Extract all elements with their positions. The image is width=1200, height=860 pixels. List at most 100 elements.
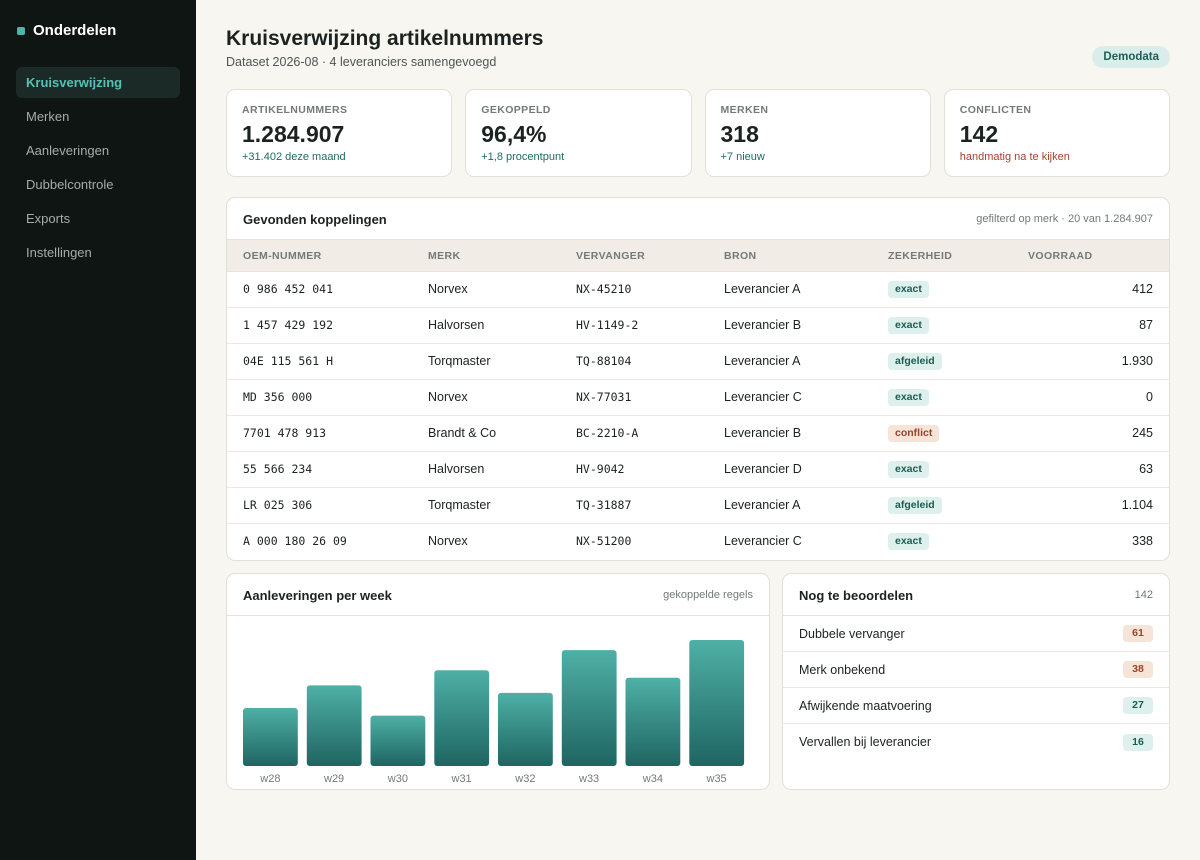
replacement-cell: NX-45210 — [576, 282, 632, 296]
review-queue-card: Nog te beoordelen 142 Dubbele vervanger 6… — [782, 573, 1170, 790]
table-row[interactable]: LR 025 306 Torqmaster TQ-31887 Leverancier … — [227, 488, 1169, 524]
replacement-cell: NX-51200 — [576, 534, 632, 548]
kpi-card-merken: MERKEN 318 +7 nieuw — [704, 89, 931, 177]
kpi-card-artikelnummers: ARTIKELNUMMERS 1.284.907 +31.402 deze ma… — [226, 89, 453, 177]
source-cell: Leverancier A — [724, 282, 801, 296]
brand-cell: Norvex — [428, 390, 468, 404]
column-header-vervanger[interactable]: VERVANGER — [576, 250, 646, 262]
column-header-zekerheid[interactable]: ZEKERHEID — [888, 250, 953, 262]
brand: Onderdelen — [17, 22, 116, 39]
sidebar-item-aanleveringen[interactable]: Aanleveringen — [26, 143, 110, 158]
bar-w28 — [243, 708, 298, 766]
review-item[interactable]: Afwijkende maatvoering 27 — [783, 688, 1169, 724]
review-item-label: Vervallen bij leverancier — [799, 735, 932, 749]
brand-cell: Halvorsen — [428, 462, 485, 476]
bar-w35 — [689, 640, 745, 766]
bar-w29 — [306, 685, 362, 766]
table-row[interactable]: MD 356 000 Norvex NX-77031 Leverancier C exa… — [227, 380, 1169, 416]
replacement-cell: NX-77031 — [576, 390, 632, 404]
card-title: Nog te beoordelen — [799, 588, 914, 603]
review-item[interactable]: Vervallen bij leverancier 16 — [783, 724, 1169, 760]
stock-cell: 87 — [1139, 318, 1153, 332]
x-tick-label: w31 — [451, 773, 472, 785]
kpi-delta: +7 nieuw — [720, 151, 765, 163]
brand-cell: Torqmaster — [428, 498, 491, 512]
review-item-count: 27 — [1123, 697, 1153, 714]
sidebar-item-kruisverwijzing[interactable]: Kruisverwijzing — [16, 67, 180, 98]
sidebar-item-merken[interactable]: Merken — [26, 109, 70, 124]
confidence-badge: exact — [888, 389, 929, 407]
oem-number-cell: MD 356 000 — [243, 390, 313, 404]
confidence-badge: afgeleid — [888, 353, 942, 371]
sidebar: Onderdelen Kruisverwijzing Merken Aanlev… — [0, 0, 196, 860]
kpi-value: 142 — [959, 121, 999, 147]
table-row[interactable]: 55 566 234 Halvorsen HV-9042 Leverancier D e… — [227, 452, 1169, 488]
sidebar-item-dubbelcontrole[interactable]: Dubbelcontrole — [26, 177, 114, 192]
confidence-cell: afgeleid — [888, 344, 1028, 379]
table-row[interactable]: A 000 180 26 09 Norvex NX-51200 Leverancier… — [227, 524, 1169, 560]
bar-w30 — [370, 715, 426, 766]
kpi-card-gekoppeld: GEKOPPELD 96,4% +1,8 procentpunt — [465, 89, 692, 177]
kpi-delta: +1,8 procentpunt — [481, 151, 565, 163]
column-header-bron[interactable]: BRON — [724, 250, 757, 262]
stock-cell: 412 — [1132, 282, 1153, 296]
stock-cell: 63 — [1139, 462, 1153, 476]
bar-chart: w28 w29 w30 w31 w32 w33 w34 w35 — [243, 640, 745, 785]
table-row[interactable]: 7701 478 913 Brandt & Co BC-2210-A Leveranc… — [227, 416, 1169, 452]
chart-metric-label: gekoppelde regels — [663, 589, 753, 601]
column-header-oem[interactable]: OEM-NUMMER — [243, 250, 322, 262]
oem-number-cell: 55 566 234 — [243, 462, 313, 476]
review-item-count: 16 — [1123, 733, 1153, 751]
bar-w32 — [498, 692, 553, 766]
card-title: Gevonden koppelingen — [243, 212, 387, 227]
kpi-value: 318 — [720, 121, 759, 147]
stock-cell: 245 — [1132, 426, 1153, 440]
column-header-merk[interactable]: MERK — [428, 250, 461, 262]
table-row[interactable]: 04E 115 561 H Torqmaster TQ-88104 Leveranci… — [227, 344, 1169, 380]
kpi-label: CONFLICTEN — [959, 104, 1032, 116]
kpi-card-conflicten: CONFLICTEN 142 handmatig na te kijken — [943, 89, 1170, 177]
card-title: Aanleveringen per week — [243, 588, 392, 603]
replacement-cell: TQ-31887 — [576, 498, 632, 512]
kpi-row: ARTIKELNUMMERS 1.284.907 +31.402 deze ma… — [226, 89, 1170, 177]
replacement-cell: TQ-88104 — [576, 354, 632, 368]
filter-summary: gefilterd op merk · 20 van 1.284.907 — [976, 213, 1153, 225]
review-item[interactable]: Dubbele vervanger 61 — [783, 616, 1169, 652]
review-item-label: Dubbele vervanger — [799, 626, 905, 641]
card-header: Gevonden koppelingen gefilterd op merk ·… — [227, 198, 1169, 240]
column-header-voorraad[interactable]: VOORRAAD — [1028, 250, 1093, 262]
source-cell: Leverancier B — [724, 318, 802, 332]
stock-cell: 1.930 — [1121, 354, 1153, 368]
kpi-delta: +31.402 deze maand — [242, 151, 346, 163]
matches-table-card: Gevonden koppelingen gefilterd op merk ·… — [226, 197, 1170, 561]
sidebar-item-exports[interactable]: Exports — [26, 211, 71, 226]
table-row[interactable]: 1 457 429 192 Halvorsen HV-1149-2 Leveranci… — [227, 308, 1169, 344]
stock-cell: 338 — [1132, 534, 1153, 548]
sidebar-item-instellingen[interactable]: Instellingen — [26, 245, 92, 260]
source-cell: Leverancier A — [724, 354, 801, 368]
x-tick-label: w35 — [706, 773, 727, 785]
table-row[interactable]: 0 986 452 041 Norvex NX-45210 Leverancier A… — [227, 272, 1169, 308]
brand-cell: Brandt & Co — [428, 426, 497, 440]
source-cell: Leverancier C — [724, 390, 802, 404]
table-header: OEM-NUMMER MERK VERVANGER BRON ZEKERHEID… — [227, 240, 1169, 272]
kpi-delta: handmatig na te kijken — [959, 151, 1070, 163]
x-tick-label: w34 — [642, 773, 663, 785]
brand-cell: Norvex — [428, 282, 468, 296]
brand-name: Onderdelen — [33, 22, 117, 39]
confidence-cell: exact — [888, 452, 1028, 487]
page-title: Kruisverwijzing artikelnummers — [226, 27, 544, 50]
review-list: Dubbele vervanger 61 Merk onbekend 38 Afwijk… — [783, 616, 1169, 760]
oem-number-cell: LR 025 306 — [243, 498, 313, 512]
brand-cell: Norvex — [428, 534, 468, 548]
review-item-label: Afwijkende maatvoering — [799, 698, 932, 713]
confidence-cell: exact — [888, 380, 1028, 415]
x-tick-label: w32 — [514, 773, 535, 785]
oem-number-cell: 04E 115 561 H — [243, 354, 334, 368]
demo-data-badge: Demodata — [1092, 46, 1170, 68]
review-item-count: 38 — [1123, 661, 1153, 678]
review-item[interactable]: Merk onbekend 38 — [783, 652, 1169, 688]
confidence-cell: conflict — [888, 416, 1028, 451]
brand-cell: Halvorsen — [428, 318, 485, 332]
kpi-label: GEKOPPELD — [481, 104, 551, 116]
